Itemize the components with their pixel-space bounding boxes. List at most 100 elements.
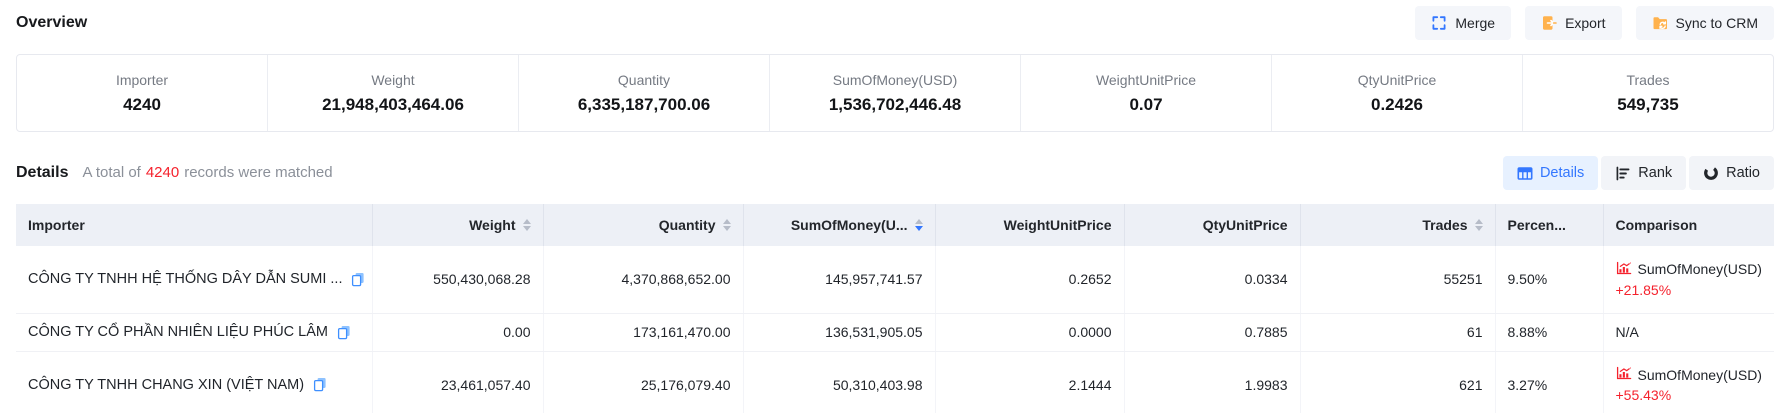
stat-value: 6,335,187,700.06: [577, 94, 711, 114]
stat-value: 549,735: [1617, 94, 1679, 114]
tab-ratio[interactable]: Ratio: [1689, 156, 1774, 190]
percentage-cell: 9.50%: [1495, 246, 1604, 314]
quantity-cell: 25,176,079.40: [543, 351, 744, 413]
quantity-cell: 173,161,470.00: [543, 313, 744, 352]
stat-qty-unit-price: QtyUnitPrice 0.2426: [1272, 55, 1523, 131]
stat-label: Importer: [115, 71, 169, 88]
sum-of-money-cell: 145,957,741.57: [743, 246, 936, 314]
weight-unit-price-cell: 0.0000: [935, 313, 1125, 352]
weight-unit-price-cell: 2.1444: [935, 351, 1125, 413]
importer-name: CÔNG TY CỔ PHẦN NHIÊN LIỆU PHÚC LÂM: [28, 324, 328, 340]
comparison-cell: N/A: [1603, 313, 1774, 352]
column-header-trades[interactable]: Trades: [1300, 204, 1496, 246]
stat-label: SumOfMoney(USD): [832, 71, 958, 88]
column-header-sum-of-money[interactable]: SumOfMoney(U...: [743, 204, 936, 246]
details-table: Importer Weight Quantity SumOfMoney(U...…: [16, 204, 1774, 413]
importer-cell: CÔNG TY TNHH HỆ THỐNG DÂY DẪN SUMI ...: [16, 246, 373, 314]
export-button-label: Export: [1565, 15, 1606, 31]
sort-caret-icons[interactable]: [522, 219, 531, 231]
copy-icon[interactable]: [351, 272, 365, 287]
tab-rank-label: Rank: [1638, 165, 1673, 181]
rank-bars-icon: [1615, 166, 1631, 181]
table-grid-icon: [1517, 166, 1533, 181]
quantity-cell: 4,370,868,652.00: [543, 246, 744, 314]
stat-label: WeightUnitPrice: [1095, 71, 1197, 88]
trades-cell: 61: [1300, 313, 1496, 352]
column-header-weight-unit-price: WeightUnitPrice: [935, 204, 1125, 246]
table-row: CÔNG TY TNHH CHANG XIN (VIỆT NAM) 23,461…: [16, 351, 1774, 413]
trend-up-chart-icon: [1616, 261, 1632, 278]
weight-cell: 23,461,057.40: [372, 351, 544, 413]
percentage-cell: 3.27%: [1495, 351, 1604, 413]
weight-cell: 0.00: [372, 313, 544, 352]
trend-up-chart-icon: [1616, 366, 1632, 383]
table-row: CÔNG TY TNHH HỆ THỐNG DÂY DẪN SUMI ... 5…: [16, 246, 1774, 314]
tab-details[interactable]: Details: [1502, 156, 1599, 190]
tab-details-label: Details: [1539, 165, 1585, 181]
details-title: Details: [16, 164, 69, 181]
table-header-row: Importer Weight Quantity SumOfMoney(U...…: [16, 204, 1774, 246]
details-heading: Details A total of 4240 records were match…: [16, 164, 333, 182]
stat-value: 0.07: [1129, 94, 1163, 114]
tab-ratio-label: Ratio: [1726, 165, 1760, 181]
comparison-metric: SumOfMoney(USD): [1637, 366, 1762, 383]
sum-of-money-cell: 136,531,905.05: [743, 313, 936, 352]
overview-stats-card: Importer 4240 Weight 21,948,403,464.06 Q…: [16, 54, 1774, 132]
merge-icon: [1431, 15, 1447, 31]
export-button[interactable]: Export: [1525, 6, 1622, 40]
column-header-quantity[interactable]: Quantity: [543, 204, 744, 246]
stat-label: Quantity: [617, 71, 671, 88]
stat-value: 21,948,403,464.06: [322, 94, 464, 114]
stat-value: 4240: [123, 94, 161, 114]
sum-of-money-cell: 50,310,403.98: [743, 351, 936, 413]
comparison-cell: SumOfMoney(USD) +55.43%: [1603, 351, 1774, 413]
column-header-importer: Importer: [16, 204, 373, 246]
stat-sum-of-money: SumOfMoney(USD) 1,536,702,446.48: [770, 55, 1021, 131]
column-header-percentage: Percen...: [1495, 204, 1604, 246]
match-summary: A total of 4240 records were matched: [82, 164, 332, 181]
stat-label: Trades: [1626, 71, 1670, 88]
page-title: Overview: [16, 14, 88, 31]
donut-chart-icon: [1703, 165, 1719, 181]
comparison-change: +21.85%: [1615, 281, 1672, 298]
column-header-weight[interactable]: Weight: [372, 204, 544, 246]
percentage-cell: 8.88%: [1495, 313, 1604, 352]
qty-unit-price-cell: 0.7885: [1124, 313, 1301, 352]
weight-cell: 550,430,068.28: [372, 246, 544, 314]
view-tabs: Details Rank Ratio: [1502, 156, 1774, 190]
stat-label: Weight: [371, 71, 415, 88]
merge-button-label: Merge: [1455, 15, 1496, 31]
copy-icon[interactable]: [313, 377, 327, 392]
stat-value: 1,536,702,446.48: [828, 94, 962, 114]
summary-count: 4240: [145, 164, 180, 181]
column-header-comparison: Comparison: [1603, 204, 1774, 246]
table-row: CÔNG TY CỔ PHẦN NHIÊN LIỆU PHÚC LÂM 0.00…: [16, 313, 1774, 352]
weight-unit-price-cell: 0.2652: [935, 246, 1125, 314]
comparison-metric: SumOfMoney(USD): [1637, 261, 1762, 278]
stat-weight-unit-price: WeightUnitPrice 0.07: [1021, 55, 1272, 131]
sync-to-crm-button-label: Sync to CRM: [1675, 15, 1758, 31]
export-icon: [1541, 15, 1557, 31]
comparison-cell: SumOfMoney(USD) +21.85%: [1603, 246, 1774, 314]
sort-caret-icons[interactable]: [1474, 219, 1483, 231]
trades-cell: 55251: [1300, 246, 1496, 314]
folder-sync-icon: [1652, 15, 1668, 31]
stat-weight: Weight 21,948,403,464.06: [268, 55, 519, 131]
qty-unit-price-cell: 0.0334: [1124, 246, 1301, 314]
summary-prefix: A total of: [82, 164, 141, 181]
sort-caret-icons[interactable]: [722, 219, 731, 231]
copy-icon[interactable]: [337, 325, 351, 340]
merge-button[interactable]: Merge: [1415, 6, 1512, 40]
importer-name: CÔNG TY TNHH CHANG XIN (VIỆT NAM): [28, 376, 305, 393]
trades-cell: 621: [1300, 351, 1496, 413]
tab-rank[interactable]: Rank: [1601, 156, 1687, 190]
stat-label: QtyUnitPrice: [1357, 71, 1437, 88]
importer-name: CÔNG TY TNHH HỆ THỐNG DÂY DẪN SUMI ...: [28, 271, 343, 288]
sort-caret-icons[interactable]: [914, 219, 923, 231]
importer-cell: CÔNG TY TNHH CHANG XIN (VIỆT NAM): [16, 351, 373, 413]
sync-to-crm-button[interactable]: Sync to CRM: [1635, 6, 1774, 40]
stat-quantity: Quantity 6,335,187,700.06: [519, 55, 770, 131]
summary-suffix: records were matched: [184, 164, 333, 181]
topbar: Overview Merge Export Sync to CRM: [0, 0, 1790, 46]
